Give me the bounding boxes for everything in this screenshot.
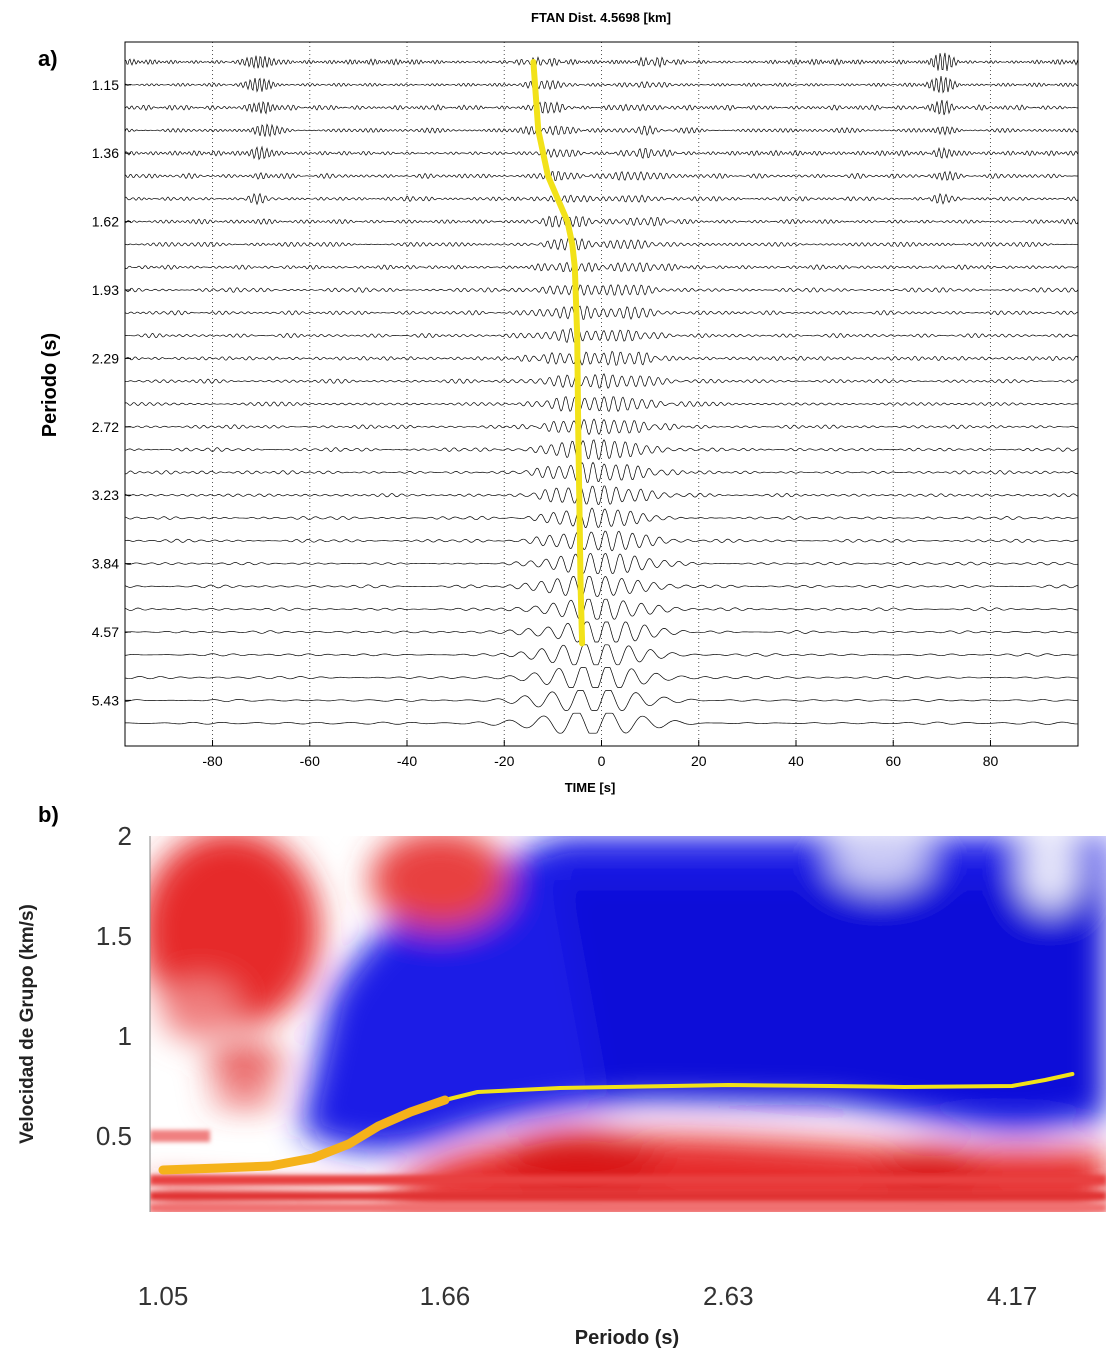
chart-a-trace (125, 76, 1078, 94)
chart-a-y-tick-label: 3.23 (92, 487, 119, 503)
chart-a-x-ticks: -80 -60 -40 -20 0 20 40 60 80 (202, 740, 998, 769)
chart-a-y-tick-label: 1.15 (92, 77, 119, 93)
chart-a-trace (125, 598, 1078, 620)
chart-a-y-tick-label: 5.43 (92, 692, 119, 708)
chart-a-y-tick-label: 1.36 (92, 145, 119, 161)
chart-a-trace (125, 237, 1078, 252)
chart-a-y-tick-label: 1.93 (92, 282, 119, 298)
chart-a-y-tick-label: 4.57 (92, 624, 119, 640)
chart-a-trace (125, 690, 1078, 711)
chart-b-y-tick-label: 1.5 (96, 921, 132, 951)
panel-b-label: b) (38, 802, 59, 827)
chart-b-x-tick-label: 2.63 (703, 1281, 754, 1311)
chart-a-gridlines (212, 42, 991, 746)
chart-b-dispersion-curve-picked (158, 1095, 450, 1175)
chart-a-trace (125, 485, 1078, 505)
chart-a-trace (125, 284, 1078, 296)
chart-a-trace (125, 461, 1078, 483)
chart-a-trace (125, 327, 1078, 344)
chart-a-trace (125, 644, 1078, 666)
chart-b-y-tick-label: 1 (118, 1021, 132, 1051)
chart-a-trace (125, 350, 1078, 366)
chart-b-y-label: Velocidad de Grupo (km/s) (17, 904, 38, 1144)
chart-a-trace (125, 667, 1078, 688)
chart-a-trace (125, 553, 1078, 575)
chart-a-trace (125, 373, 1078, 389)
chart-a-trace (125, 712, 1078, 734)
chart-a-y-tick-label: 2.72 (92, 419, 119, 435)
chart-b-y-tick-label: 0.5 (96, 1121, 132, 1151)
chart-b-x-tick-label: 1.05 (138, 1281, 189, 1311)
chart-a-y-label: Periodo (s) (39, 333, 61, 437)
chart-a-x-label: TIME [s] (565, 780, 616, 795)
panel-a-label: a) (38, 46, 58, 71)
chart-b-y-tick-label: 2 (118, 821, 132, 851)
chart-a-x-tick-label: -80 (202, 753, 222, 769)
chart-a-x-tick-label: -60 (300, 753, 320, 769)
chart-a-trace (125, 170, 1078, 182)
chart-a-y-tick-label: 2.29 (92, 350, 119, 366)
chart-a-traces (125, 52, 1078, 734)
chart-a-x-tick-label: 40 (788, 753, 804, 769)
chart-a-x-tick-label: -20 (494, 753, 514, 769)
chart-a-trace (125, 396, 1078, 413)
chart-a-trace (125, 621, 1078, 643)
chart-a-y-tick-label: 3.84 (92, 556, 119, 572)
chart-a-trace (125, 123, 1078, 138)
chart-a-trace (125, 305, 1078, 320)
chart-a-title: FTAN Dist. 4.5698 [km] (531, 10, 671, 25)
chart-a-trace (125, 530, 1078, 552)
chart-a-trace (125, 215, 1078, 228)
chart-a-trace (125, 439, 1078, 461)
chart-a-picked-curve (530, 59, 586, 647)
chart-a-x-tick-label: 80 (983, 753, 999, 769)
chart-a-x-tick-label: 60 (885, 753, 901, 769)
chart-a-x-tick-label: 20 (691, 753, 707, 769)
chart-a-trace (125, 261, 1078, 273)
chart-a-x-tick-label: -40 (397, 753, 417, 769)
chart-b-x-ticks: 1.05 1.66 2.63 4.17 (138, 1281, 1038, 1311)
chart-b-heatmap (150, 836, 1106, 1212)
chart-a-trace (125, 52, 1078, 71)
chart-a-y-ticks: 1.15 1.36 1.62 1.93 2.29 2.72 3.23 3.84 4.57 5.43 (92, 77, 131, 708)
chart-a-x-tick-label: 0 (598, 753, 606, 769)
chart-b-x-tick-label: 1.66 (420, 1281, 471, 1311)
chart-a-trace (125, 99, 1078, 116)
chart-a-trace (125, 145, 1078, 161)
chart-a-trace (125, 507, 1078, 529)
chart-b-x-tick-label: 4.17 (987, 1281, 1038, 1311)
chart-a-y-tick-label: 1.62 (92, 214, 119, 230)
chart-a-trace (125, 192, 1078, 206)
chart-a-trace (125, 418, 1078, 436)
chart-a-trace (125, 576, 1078, 597)
chart-b-y-ticks: 0.5 1 1.5 2 (96, 821, 132, 1151)
chart-b-x-label: Periodo (s) (575, 1327, 679, 1349)
